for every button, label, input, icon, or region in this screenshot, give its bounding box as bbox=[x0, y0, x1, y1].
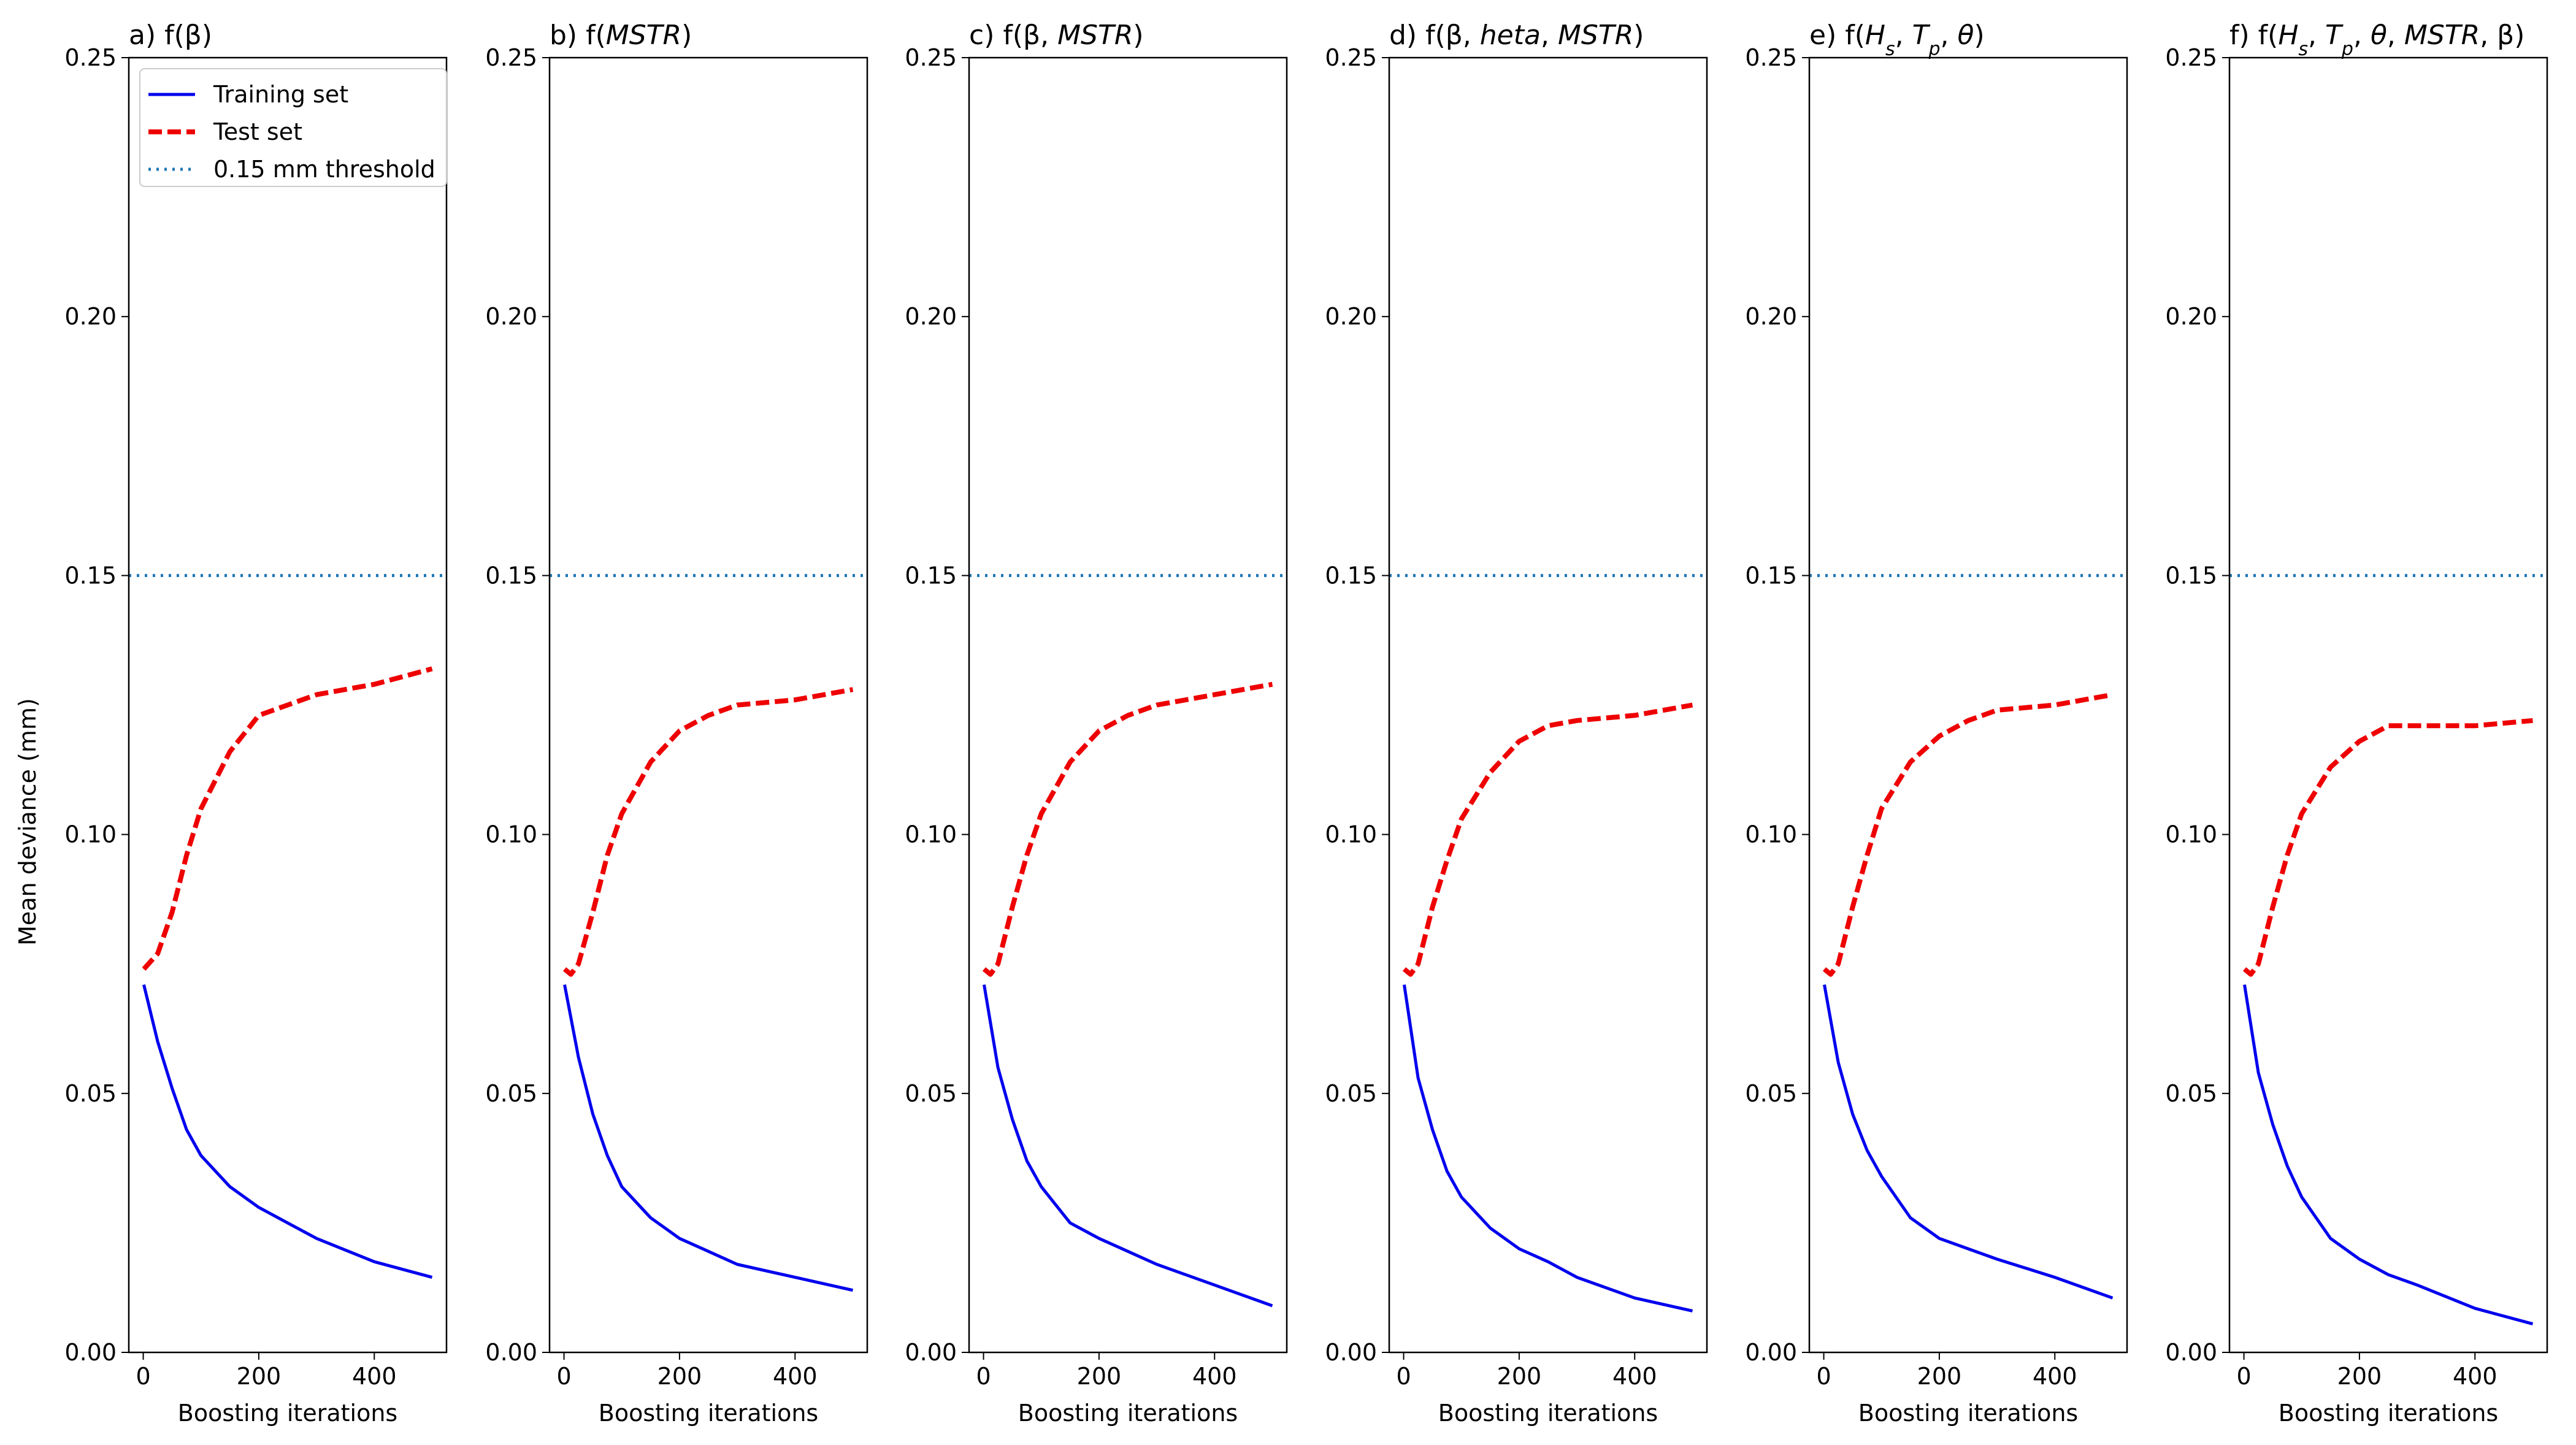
y-tick-label: 0.10 bbox=[1745, 821, 1797, 848]
y-tick-label: 0.00 bbox=[1745, 1339, 1797, 1366]
y-tick-label: 0.05 bbox=[1325, 1080, 1377, 1107]
panel-title: d) f(β, heta, MSTR) bbox=[1389, 20, 1644, 51]
y-tick-label: 0.25 bbox=[64, 44, 117, 71]
plot-frame bbox=[128, 56, 448, 1354]
series-training-set bbox=[563, 984, 854, 1292]
x-tick-label: 200 bbox=[1077, 1363, 1122, 1390]
x-tick-label: 200 bbox=[2337, 1363, 2382, 1390]
y-tick-label: 0.15 bbox=[1745, 562, 1797, 589]
y-tick-label: 0.25 bbox=[485, 44, 537, 71]
y-tick-label: 0.10 bbox=[485, 821, 537, 848]
x-axis-label: Boosting iterations bbox=[599, 1400, 818, 1427]
x-tick-label: 0 bbox=[976, 1363, 991, 1390]
panel-e: e) f(Hs, Tp, θ) 0.00 0.05 0.10 0.15 0.20 0.25 0… bbox=[1745, 20, 2128, 1427]
series-test-set bbox=[982, 681, 1273, 977]
series-training-set bbox=[983, 984, 1273, 1308]
series-test-set bbox=[562, 687, 854, 977]
series-training-set bbox=[142, 984, 433, 1279]
y-tick-label: 0.25 bbox=[1325, 44, 1377, 71]
panel-title: b) f(MSTR) bbox=[550, 20, 692, 51]
panel-c: c) f(β, MSTR) 0.00 0.05 0.10 0.15 0.20 0.25 0 20… bbox=[905, 20, 1288, 1427]
series-test-set bbox=[1402, 702, 1693, 977]
series-training-set bbox=[1403, 984, 1693, 1313]
plot-frame bbox=[2228, 56, 2548, 1354]
y-tick-label: 0.20 bbox=[905, 303, 957, 330]
y-tick-label: 0.25 bbox=[905, 44, 957, 71]
series-training-set bbox=[2243, 984, 2534, 1326]
x-tick-label: 400 bbox=[1612, 1363, 1657, 1390]
y-tick-label: 0.10 bbox=[64, 821, 117, 848]
x-tick-label: 0 bbox=[136, 1363, 150, 1390]
legend: Training set Test set 0.15 mm threshold bbox=[139, 68, 447, 187]
x-tick-label: 0 bbox=[1816, 1363, 1831, 1390]
x-tick-label: 200 bbox=[1497, 1363, 1542, 1390]
y-tick-label: 0.05 bbox=[485, 1080, 537, 1107]
panel-f: f) f(Hs, Tp, θ, MSTR, β) 0.00 0.05 0.10 0.15… bbox=[2165, 20, 2548, 1427]
x-tick-label: 0 bbox=[556, 1363, 571, 1390]
x-tick-label: 400 bbox=[2033, 1363, 2077, 1390]
y-tick-label: 0.15 bbox=[2165, 562, 2217, 589]
y-tick-label: 0.05 bbox=[1745, 1080, 1797, 1107]
y-tick-label: 0.05 bbox=[2165, 1080, 2217, 1107]
series-test-set bbox=[2242, 718, 2533, 977]
panel-title: e) f(Hs, Tp, θ) bbox=[1809, 20, 1985, 60]
x-axis-label: Boosting iterations bbox=[1438, 1400, 1658, 1427]
legend-label: 0.15 mm threshold bbox=[213, 156, 435, 183]
x-axis-label: Boosting iterations bbox=[178, 1400, 397, 1427]
series-test-set bbox=[1822, 692, 2114, 977]
y-tick-label: 0.10 bbox=[2165, 821, 2217, 848]
plot-frame bbox=[1808, 56, 2128, 1354]
x-tick-label: 400 bbox=[1192, 1363, 1237, 1390]
x-axis-label: Boosting iterations bbox=[1018, 1400, 1238, 1427]
x-tick-label: 400 bbox=[773, 1363, 818, 1390]
panel-a: a) f(β) 0.00 0.05 0.10 0.15 0.20 0.25 0 200 400 Bo… bbox=[64, 20, 448, 1427]
plot-frame bbox=[1388, 56, 1708, 1354]
x-tick-label: 200 bbox=[1917, 1363, 1962, 1390]
y-tick-label: 0.00 bbox=[485, 1339, 537, 1366]
y-tick-label: 0.05 bbox=[905, 1080, 957, 1107]
y-tick-label: 0.15 bbox=[905, 562, 957, 589]
y-tick-label: 0.10 bbox=[905, 821, 957, 848]
x-tick-label: 200 bbox=[237, 1363, 282, 1390]
y-tick-label: 0.00 bbox=[1325, 1339, 1377, 1366]
panel-b: b) f(MSTR) 0.00 0.05 0.10 0.15 0.20 0.25 0 200 40… bbox=[485, 20, 868, 1427]
y-tick-label: 0.25 bbox=[1745, 44, 1797, 71]
y-tick-label: 0.20 bbox=[64, 303, 117, 330]
y-tick-label: 0.25 bbox=[2165, 44, 2217, 71]
series-training-set bbox=[1823, 984, 2114, 1300]
y-tick-label: 0.20 bbox=[1745, 303, 1797, 330]
x-tick-label: 0 bbox=[2236, 1363, 2251, 1390]
y-tick-label: 0.20 bbox=[1325, 303, 1377, 330]
panel-d: d) f(β, heta, MSTR) 0.00 0.05 0.10 0.15 0.20 0… bbox=[1325, 20, 1708, 1427]
x-tick-label: 200 bbox=[657, 1363, 702, 1390]
y-tick-label: 0.20 bbox=[485, 303, 537, 330]
y-tick-label: 0.20 bbox=[2165, 303, 2217, 330]
y-tick-label: 0.05 bbox=[64, 1080, 117, 1107]
y-tick-label: 0.10 bbox=[1325, 821, 1377, 848]
panel-title: a) f(β) bbox=[129, 20, 212, 51]
y-tick-label: 0.00 bbox=[64, 1339, 117, 1366]
y-tick-label: 0.15 bbox=[64, 562, 117, 589]
legend-label: Training set bbox=[213, 81, 348, 108]
y-axis-label: Mean deviance (mm) bbox=[14, 698, 41, 946]
legend-box bbox=[139, 68, 447, 187]
legend-label: Test set bbox=[213, 118, 302, 145]
x-tick-label: 0 bbox=[1396, 1363, 1411, 1390]
x-axis-label: Boosting iterations bbox=[1858, 1400, 2078, 1427]
y-tick-label: 0.15 bbox=[485, 562, 537, 589]
panel-title: c) f(β, MSTR) bbox=[969, 20, 1144, 51]
plot-frame bbox=[968, 56, 1288, 1354]
x-tick-label: 400 bbox=[2453, 1363, 2497, 1390]
plot-frame bbox=[548, 56, 868, 1354]
x-tick-label: 400 bbox=[352, 1363, 397, 1390]
y-tick-label: 0.15 bbox=[1325, 562, 1377, 589]
panel-title: f) f(Hs, Tp, θ, MSTR, β) bbox=[2229, 20, 2524, 60]
series-test-set bbox=[142, 666, 433, 971]
y-tick-label: 0.00 bbox=[905, 1339, 957, 1366]
y-tick-label: 0.00 bbox=[2165, 1339, 2217, 1366]
x-axis-label: Boosting iterations bbox=[2279, 1400, 2498, 1427]
